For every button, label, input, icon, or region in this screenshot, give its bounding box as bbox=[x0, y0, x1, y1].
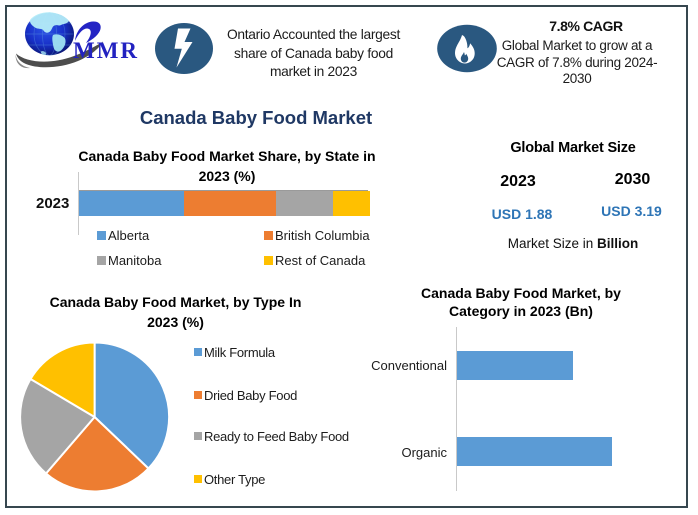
svg-text:MMR: MMR bbox=[73, 38, 139, 63]
